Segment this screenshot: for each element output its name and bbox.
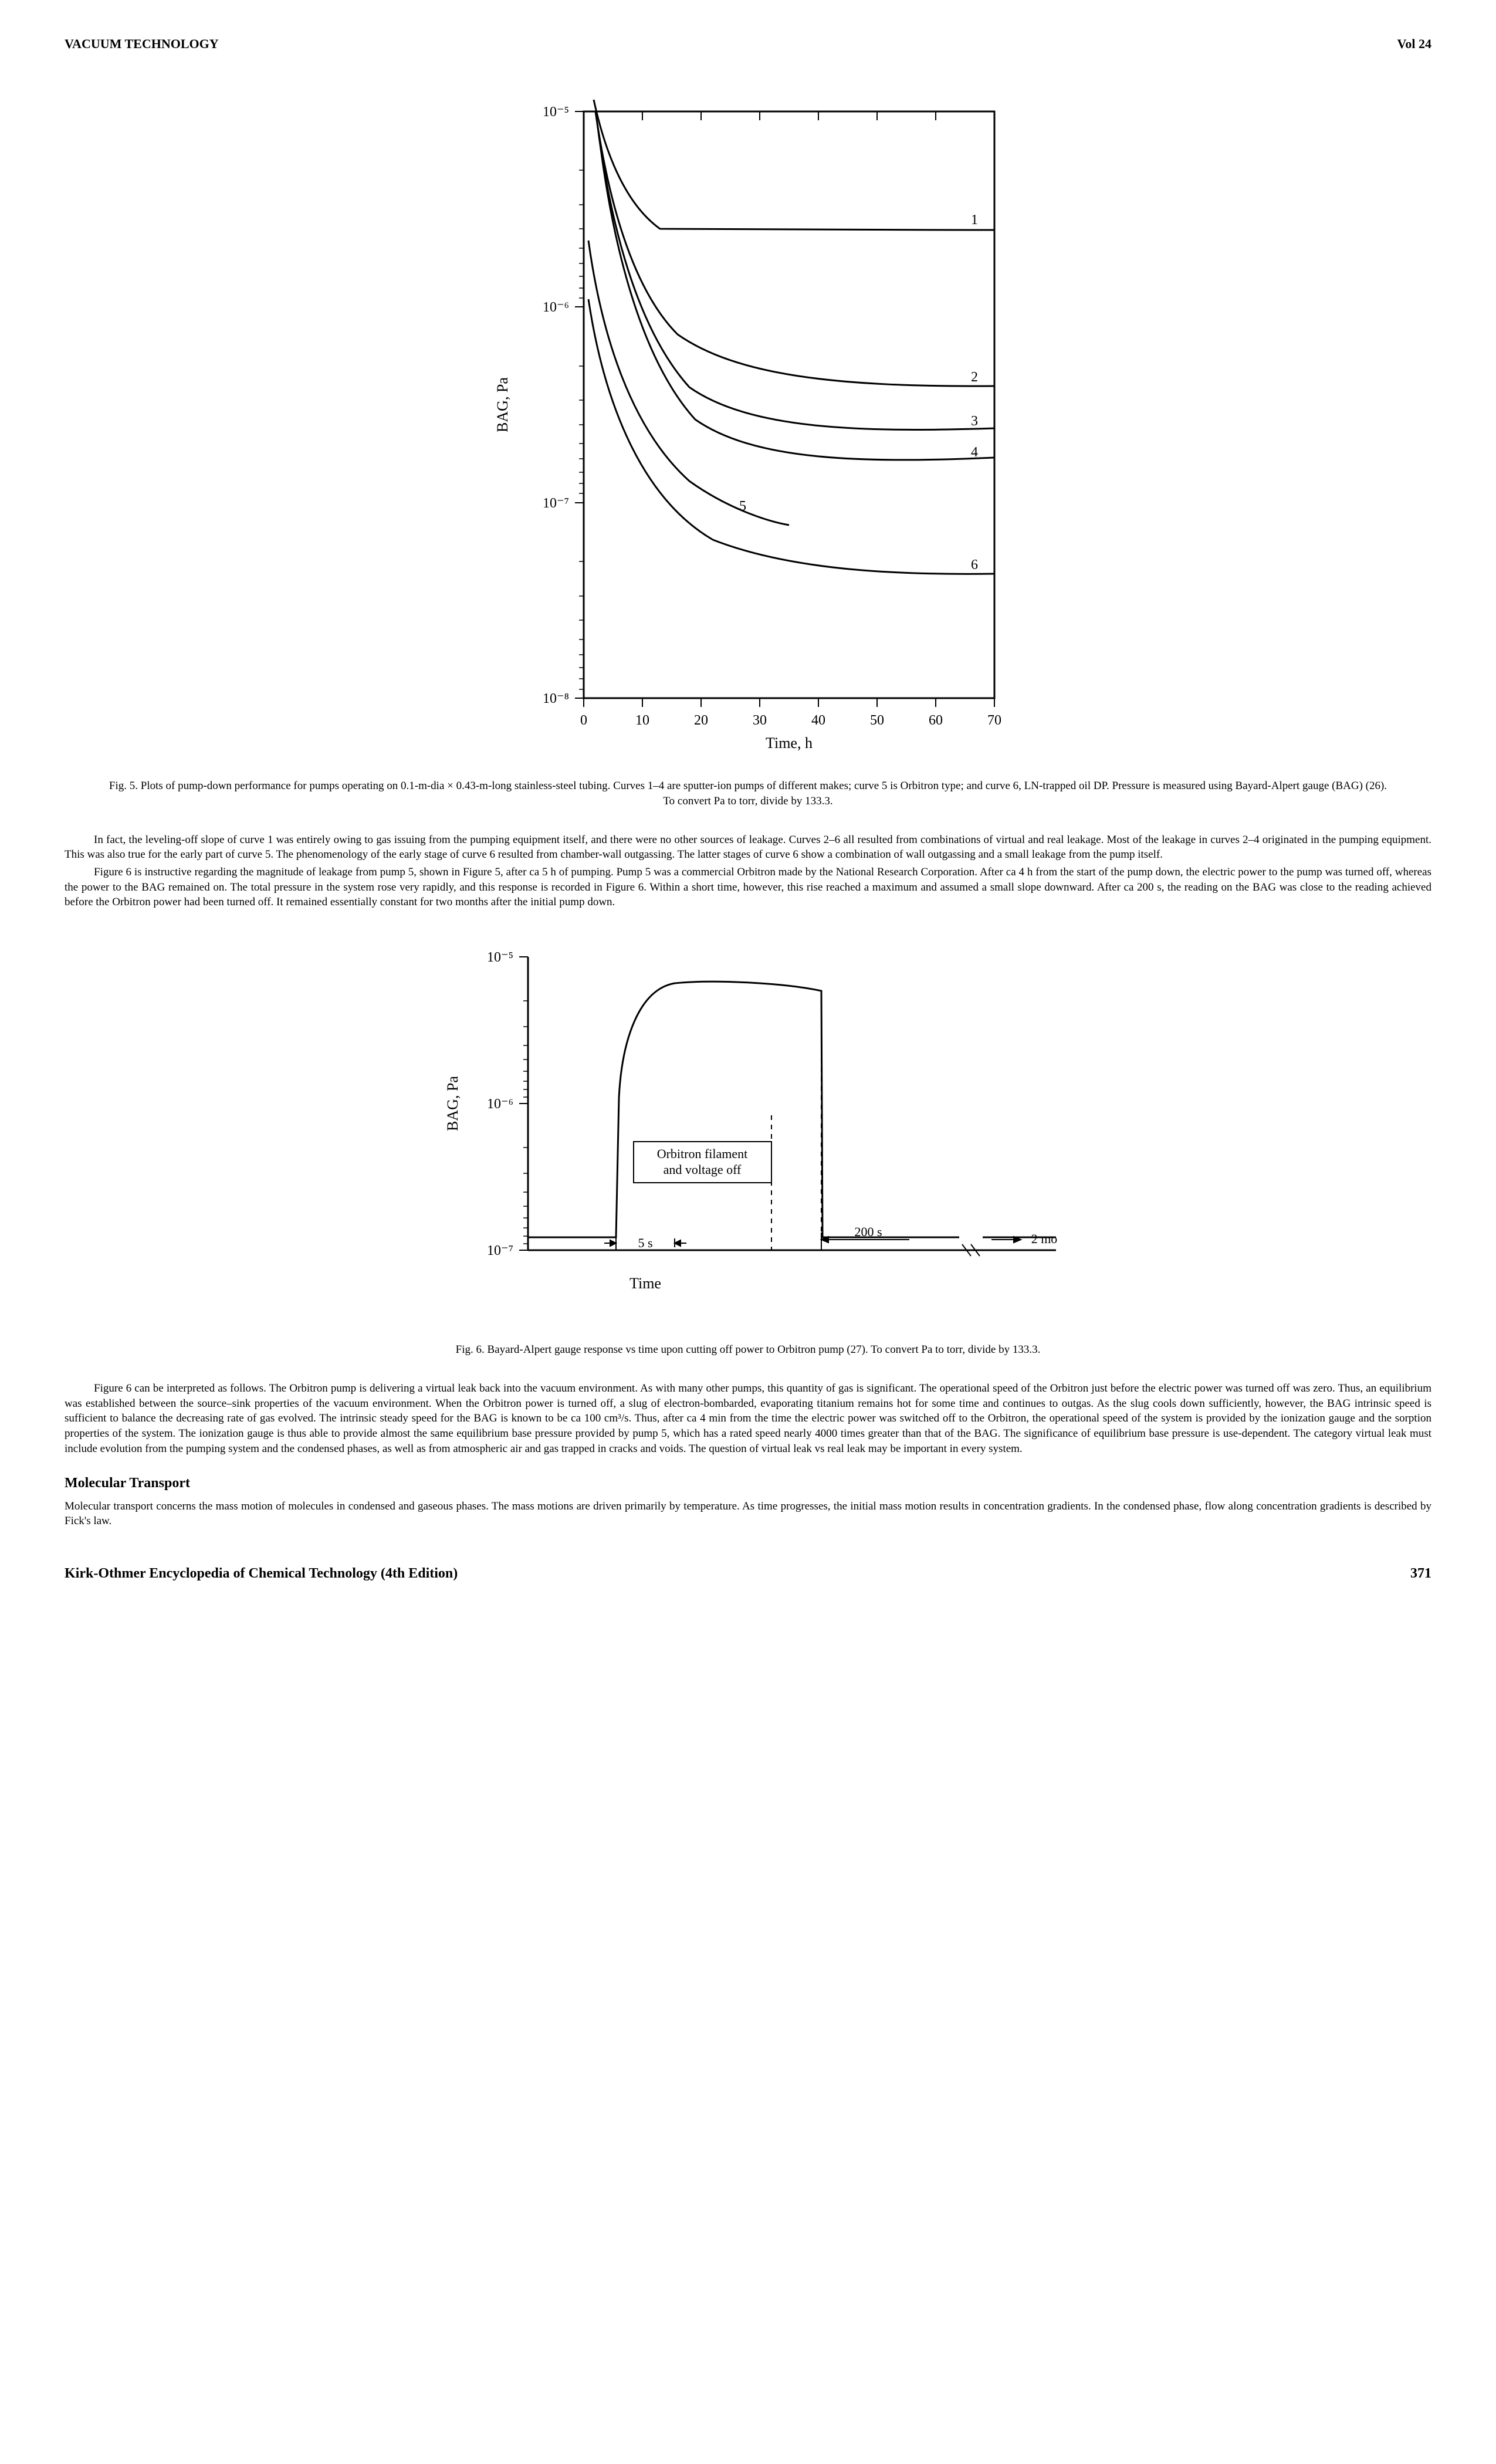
fig6-annot-line1: Orbitron filament [657, 1146, 748, 1161]
fig5-xtick-3: 30 [753, 713, 767, 728]
header-title: VACUUM TECHNOLOGY [65, 35, 219, 53]
figure-6: 10⁻⁵ 10⁻⁶ 10⁻⁷ BAG, Pa Time Orbitron fil… [65, 922, 1431, 1325]
fig6-annot-2mo: 2 mo [1031, 1231, 1058, 1246]
fig5-xlabel: Time, h [766, 735, 813, 752]
figure-5: 10⁻⁵ 10⁻⁶ 10⁻⁷ 10⁻⁸ 0 10 20 30 40 50 60 … [65, 76, 1431, 761]
fig6-ytick-0: 10⁻⁵ [487, 950, 513, 965]
fig6-ytick-2: 10⁻⁷ [487, 1243, 513, 1258]
fig5-xtick-7: 70 [987, 713, 1001, 728]
figure-5-caption: Fig. 5. Plots of pump-down performance f… [103, 779, 1393, 808]
fig5-xtick-6: 60 [929, 713, 943, 728]
header-volume: Vol 24 [1397, 35, 1431, 53]
fig6-annot-line2: and voltage off [664, 1162, 742, 1177]
fig5-xtick-1: 10 [635, 713, 649, 728]
fig5-xtick-5: 50 [870, 713, 884, 728]
fig6-annot-200s: 200 s [854, 1224, 882, 1239]
fig5-curve-label-1: 1 [971, 212, 978, 228]
figure-5-svg: 10⁻⁵ 10⁻⁶ 10⁻⁷ 10⁻⁸ 0 10 20 30 40 50 60 … [455, 76, 1041, 757]
fig5-xtick-0: 0 [580, 713, 587, 728]
fig5-ytick-1: 10⁻⁶ [543, 300, 569, 315]
fig6-annot-5s: 5 s [638, 1236, 652, 1250]
fig6-xlabel: Time [629, 1275, 661, 1292]
page-header: VACUUM TECHNOLOGY Vol 24 [65, 35, 1431, 53]
fig5-ytick-3: 10⁻⁸ [543, 691, 569, 706]
fig5-curve-label-5: 5 [739, 499, 746, 514]
paragraph-1: In fact, the leveling-off slope of curve… [65, 832, 1431, 862]
paragraph-3: Figure 6 can be interpreted as follows. … [65, 1381, 1431, 1456]
paragraph-4: Molecular transport concerns the mass mo… [65, 1499, 1431, 1529]
fig6-ytick-1: 10⁻⁶ [487, 1096, 513, 1112]
fig5-xtick-2: 20 [694, 713, 708, 728]
fig5-curve-label-2: 2 [971, 370, 978, 385]
fig5-curve-label-6: 6 [971, 557, 978, 573]
fig5-ytick-0: 10⁻⁵ [543, 104, 569, 120]
fig5-curve-label-3: 3 [971, 414, 978, 429]
figure-6-caption: Fig. 6. Bayard-Alpert gauge response vs … [103, 1342, 1393, 1358]
fig6-ylabel: BAG, Pa [444, 1075, 461, 1131]
fig5-xtick-4: 40 [811, 713, 825, 728]
page-footer: Kirk-Othmer Encyclopedia of Chemical Tec… [65, 1564, 1431, 1583]
footer-title: Kirk-Othmer Encyclopedia of Chemical Tec… [65, 1564, 458, 1583]
paragraph-2: Figure 6 is instructive regarding the ma… [65, 865, 1431, 910]
figure-6-svg: 10⁻⁵ 10⁻⁶ 10⁻⁷ BAG, Pa Time Orbitron fil… [411, 922, 1085, 1321]
fig5-curve-label-4: 4 [971, 445, 978, 460]
fig5-ylabel: BAG, Pa [494, 377, 511, 432]
fig5-ytick-2: 10⁻⁷ [543, 496, 569, 511]
section-heading-molecular-transport: Molecular Transport [65, 1474, 1431, 1492]
footer-page: 371 [1410, 1564, 1431, 1583]
